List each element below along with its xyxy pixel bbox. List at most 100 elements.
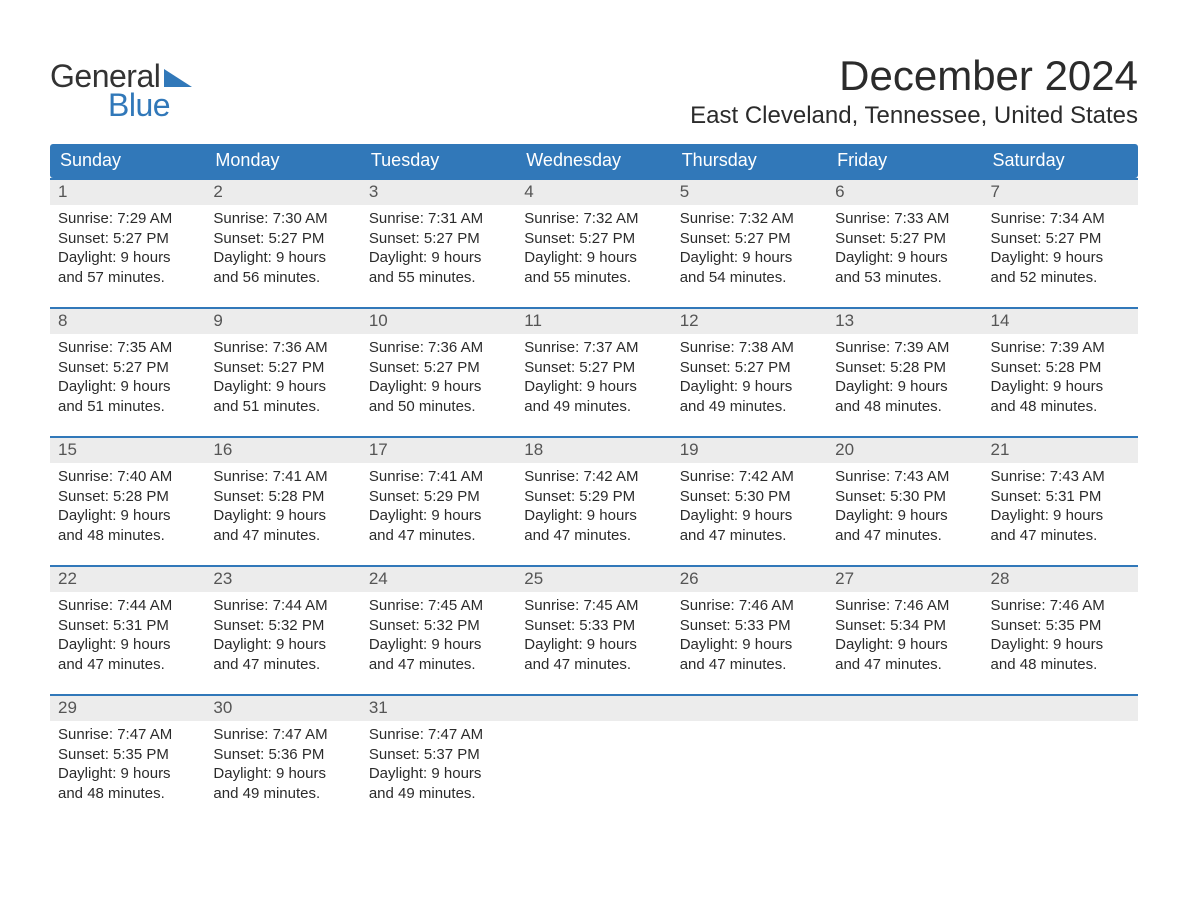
day-detail-cell: Sunrise: 7:41 AMSunset: 5:28 PMDaylight:…: [205, 463, 360, 549]
sunrise-line: Sunrise: 7:41 AM: [369, 467, 508, 487]
daylight-line: Daylight: 9 hours and 56 minutes.: [213, 248, 352, 287]
sunset-line: Sunset: 5:33 PM: [680, 616, 819, 636]
sunset-line: Sunset: 5:31 PM: [991, 487, 1130, 507]
day-detail-cell: Sunrise: 7:33 AMSunset: 5:27 PMDaylight:…: [827, 205, 982, 291]
sunrise-line: Sunrise: 7:39 AM: [991, 338, 1130, 358]
sunset-line: Sunset: 5:27 PM: [680, 229, 819, 249]
sunset-line: Sunset: 5:28 PM: [835, 358, 974, 378]
day-detail-cell: [983, 721, 1138, 807]
calendar: SundayMondayTuesdayWednesdayThursdayFrid…: [50, 144, 1138, 807]
sunset-line: Sunset: 5:29 PM: [369, 487, 508, 507]
sunrise-line: Sunrise: 7:43 AM: [835, 467, 974, 487]
day-detail-cell: [516, 721, 671, 807]
day-number-row: 891011121314: [50, 309, 1138, 334]
sunset-line: Sunset: 5:32 PM: [369, 616, 508, 636]
day-number: 10: [361, 309, 516, 334]
sunrise-line: Sunrise: 7:47 AM: [213, 725, 352, 745]
daylight-line: Daylight: 9 hours and 55 minutes.: [369, 248, 508, 287]
day-detail-cell: Sunrise: 7:45 AMSunset: 5:33 PMDaylight:…: [516, 592, 671, 678]
daylight-line: Daylight: 9 hours and 47 minutes.: [58, 635, 197, 674]
day-of-week-header: Tuesday: [361, 144, 516, 178]
sunset-line: Sunset: 5:33 PM: [524, 616, 663, 636]
day-of-week-header: Monday: [205, 144, 360, 178]
sunrise-line: Sunrise: 7:41 AM: [213, 467, 352, 487]
sunset-line: Sunset: 5:35 PM: [991, 616, 1130, 636]
sunrise-line: Sunrise: 7:33 AM: [835, 209, 974, 229]
day-number: 27: [827, 567, 982, 592]
day-detail-cell: Sunrise: 7:37 AMSunset: 5:27 PMDaylight:…: [516, 334, 671, 420]
sunrise-line: Sunrise: 7:43 AM: [991, 467, 1130, 487]
sunrise-line: Sunrise: 7:30 AM: [213, 209, 352, 229]
day-number: 19: [672, 438, 827, 463]
day-detail-cell: Sunrise: 7:39 AMSunset: 5:28 PMDaylight:…: [827, 334, 982, 420]
calendar-week: 293031Sunrise: 7:47 AMSunset: 5:35 PMDay…: [50, 694, 1138, 807]
sunset-line: Sunset: 5:31 PM: [58, 616, 197, 636]
sunset-line: Sunset: 5:28 PM: [991, 358, 1130, 378]
sunset-line: Sunset: 5:30 PM: [680, 487, 819, 507]
day-number: 8: [50, 309, 205, 334]
location-subtitle: East Cleveland, Tennessee, United States: [690, 102, 1138, 130]
day-number: 16: [205, 438, 360, 463]
daylight-line: Daylight: 9 hours and 48 minutes.: [991, 377, 1130, 416]
day-number: 2: [205, 180, 360, 205]
day-detail-cell: Sunrise: 7:44 AMSunset: 5:32 PMDaylight:…: [205, 592, 360, 678]
calendar-week: 22232425262728Sunrise: 7:44 AMSunset: 5:…: [50, 565, 1138, 678]
day-detail-cell: Sunrise: 7:46 AMSunset: 5:35 PMDaylight:…: [983, 592, 1138, 678]
day-number: 14: [983, 309, 1138, 334]
daylight-line: Daylight: 9 hours and 47 minutes.: [991, 506, 1130, 545]
sunrise-line: Sunrise: 7:46 AM: [680, 596, 819, 616]
day-detail-cell: Sunrise: 7:30 AMSunset: 5:27 PMDaylight:…: [205, 205, 360, 291]
daylight-line: Daylight: 9 hours and 54 minutes.: [680, 248, 819, 287]
day-of-week-header: Wednesday: [516, 144, 671, 178]
day-number: 11: [516, 309, 671, 334]
day-of-week-header: Saturday: [983, 144, 1138, 178]
day-number: 24: [361, 567, 516, 592]
day-number: 5: [672, 180, 827, 205]
day-detail-row: Sunrise: 7:47 AMSunset: 5:35 PMDaylight:…: [50, 721, 1138, 807]
sunrise-line: Sunrise: 7:45 AM: [369, 596, 508, 616]
daylight-line: Daylight: 9 hours and 49 minutes.: [213, 764, 352, 803]
day-detail-row: Sunrise: 7:35 AMSunset: 5:27 PMDaylight:…: [50, 334, 1138, 420]
day-of-week-header: Thursday: [672, 144, 827, 178]
day-number: 30: [205, 696, 360, 721]
day-number: 4: [516, 180, 671, 205]
daylight-line: Daylight: 9 hours and 47 minutes.: [680, 635, 819, 674]
daylight-line: Daylight: 9 hours and 50 minutes.: [369, 377, 508, 416]
logo-flag-icon: [164, 67, 192, 87]
day-number: [983, 696, 1138, 721]
day-number: 7: [983, 180, 1138, 205]
day-of-week-header: Friday: [827, 144, 982, 178]
sunset-line: Sunset: 5:30 PM: [835, 487, 974, 507]
day-detail-cell: Sunrise: 7:34 AMSunset: 5:27 PMDaylight:…: [983, 205, 1138, 291]
day-number: 20: [827, 438, 982, 463]
sunrise-line: Sunrise: 7:34 AM: [991, 209, 1130, 229]
day-detail-row: Sunrise: 7:40 AMSunset: 5:28 PMDaylight:…: [50, 463, 1138, 549]
daylight-line: Daylight: 9 hours and 51 minutes.: [213, 377, 352, 416]
sunset-line: Sunset: 5:34 PM: [835, 616, 974, 636]
day-detail-cell: [672, 721, 827, 807]
sunrise-line: Sunrise: 7:42 AM: [680, 467, 819, 487]
page-title: December 2024: [690, 52, 1138, 100]
day-number-row: 1234567: [50, 180, 1138, 205]
daylight-line: Daylight: 9 hours and 55 minutes.: [524, 248, 663, 287]
day-of-week-header: Sunday: [50, 144, 205, 178]
day-number-row: 15161718192021: [50, 438, 1138, 463]
daylight-line: Daylight: 9 hours and 48 minutes.: [835, 377, 974, 416]
day-detail-cell: Sunrise: 7:46 AMSunset: 5:33 PMDaylight:…: [672, 592, 827, 678]
day-detail-cell: Sunrise: 7:35 AMSunset: 5:27 PMDaylight:…: [50, 334, 205, 420]
daylight-line: Daylight: 9 hours and 47 minutes.: [369, 635, 508, 674]
day-detail-cell: Sunrise: 7:47 AMSunset: 5:36 PMDaylight:…: [205, 721, 360, 807]
day-number: 25: [516, 567, 671, 592]
daylight-line: Daylight: 9 hours and 47 minutes.: [524, 506, 663, 545]
day-number: 26: [672, 567, 827, 592]
day-detail-cell: Sunrise: 7:47 AMSunset: 5:35 PMDaylight:…: [50, 721, 205, 807]
day-detail-cell: Sunrise: 7:38 AMSunset: 5:27 PMDaylight:…: [672, 334, 827, 420]
day-number: 18: [516, 438, 671, 463]
sunrise-line: Sunrise: 7:44 AM: [213, 596, 352, 616]
day-detail-cell: Sunrise: 7:31 AMSunset: 5:27 PMDaylight:…: [361, 205, 516, 291]
sunrise-line: Sunrise: 7:29 AM: [58, 209, 197, 229]
day-detail-cell: Sunrise: 7:29 AMSunset: 5:27 PMDaylight:…: [50, 205, 205, 291]
sunrise-line: Sunrise: 7:42 AM: [524, 467, 663, 487]
day-number: 23: [205, 567, 360, 592]
sunrise-line: Sunrise: 7:47 AM: [58, 725, 197, 745]
